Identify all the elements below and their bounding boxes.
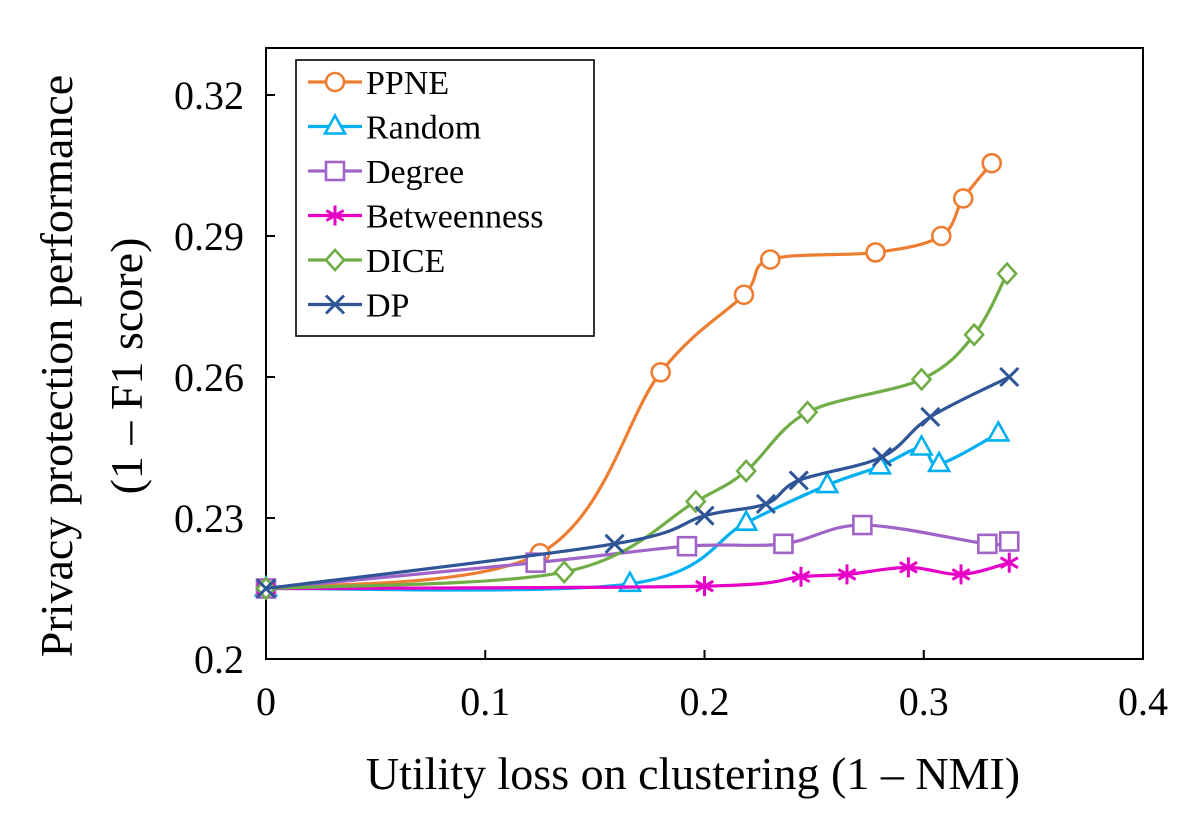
data-point-dice [684, 489, 707, 514]
x-axis-title: Utility loss on clustering (1 – NMI) [366, 748, 1020, 799]
series-line-random [265, 431, 1000, 592]
data-point-betweenness [951, 564, 971, 585]
data-point-degree [852, 514, 873, 536]
data-point-ppne [952, 188, 974, 209]
data-point-betweenness [898, 557, 918, 578]
data-point-ppne [930, 225, 952, 247]
data-point-betweenness [999, 552, 1019, 573]
data-point-dice [735, 459, 757, 483]
legend-item-ppne: PPNE [308, 65, 449, 102]
data-point-ppne [650, 361, 671, 383]
data-point-betweenness [837, 564, 857, 585]
data-point-degree [773, 533, 794, 555]
legend: PPNE Random Degree Betweenness DICE DP [295, 59, 595, 337]
y-tick-label: 0.26 [174, 355, 244, 400]
data-point-dice [996, 261, 1018, 286]
data-point-dp [755, 493, 776, 514]
legend-label-degree: Degree [366, 154, 464, 191]
x-tick-label: 0.4 [1118, 679, 1168, 724]
data-point-degree [676, 535, 698, 557]
y-axis-title-line1: Privacy protection performance [31, 75, 82, 657]
data-point-dp [255, 578, 277, 599]
data-point-betweenness [791, 566, 811, 587]
y-tick-label: 0.2 [194, 637, 244, 682]
data-point-ppne [733, 284, 755, 306]
legend-item-dp: DP [308, 288, 409, 325]
legend-item-betweenness: Betweenness [308, 199, 544, 236]
x-tick-label: 0.3 [899, 679, 949, 724]
x-tick-label: 0.2 [680, 679, 730, 724]
data-point-degree [977, 533, 998, 555]
data-point-dp [920, 406, 941, 428]
data-point-random [733, 509, 759, 532]
legend-marker-degree [324, 160, 346, 182]
data-point-dp [604, 533, 625, 554]
series-dp [255, 366, 1020, 599]
legend-box [295, 59, 595, 337]
data-point-random [926, 450, 952, 473]
data-point-degree [998, 531, 1020, 552]
data-point-ppne [865, 242, 886, 263]
y-tick-label: 0.29 [174, 214, 244, 259]
legend-marker-betweenness [325, 205, 345, 226]
y-axis-title-line2: (1 – F1 score) [101, 238, 152, 495]
legend-label-betweenness: Betweenness [366, 199, 544, 236]
data-point-random [909, 433, 934, 456]
series-line-degree [265, 523, 1010, 591]
data-point-dp [999, 366, 1020, 388]
data-point-random [815, 471, 840, 494]
legend-marker-dp [324, 294, 346, 315]
data-point-dp [788, 470, 809, 491]
series-dice [255, 261, 1018, 601]
legend-marker-dice [324, 248, 346, 272]
data-point-random [986, 419, 1011, 442]
legend-label-random: Random [366, 110, 481, 147]
data-point-ppne [759, 249, 781, 270]
x-tick-label: 0 [256, 679, 276, 724]
series-line-betweenness [265, 561, 1010, 591]
legend-label-ppne: PPNE [366, 65, 449, 102]
data-point-dice [910, 367, 933, 392]
data-point-ppne [981, 152, 1003, 174]
y-tick-label: 0.23 [174, 496, 244, 541]
legend-item-degree: Degree [308, 154, 464, 191]
data-point-dice [963, 322, 985, 347]
data-point-dp [872, 446, 893, 467]
y-tick-label: 0.32 [174, 73, 244, 118]
data-point-dice [553, 560, 575, 584]
legend-item-dice: DICE [308, 243, 445, 280]
x-tick-label: 0.1 [460, 679, 510, 724]
legend-label-dice: DICE [366, 243, 445, 280]
data-point-dp [694, 505, 715, 526]
legend-label-dp: DP [366, 288, 409, 325]
data-point-betweenness [695, 576, 714, 597]
series-layer [253, 152, 1020, 601]
legend-marker-random [322, 112, 348, 135]
legend-item-random: Random [308, 110, 481, 147]
legend-marker-ppne [324, 71, 346, 93]
axes-layer: 0 0.1 0.2 0.3 0.4 0.2 0.23 0.26 0.29 0.32 [174, 47, 1168, 724]
data-point-dice [796, 400, 819, 425]
